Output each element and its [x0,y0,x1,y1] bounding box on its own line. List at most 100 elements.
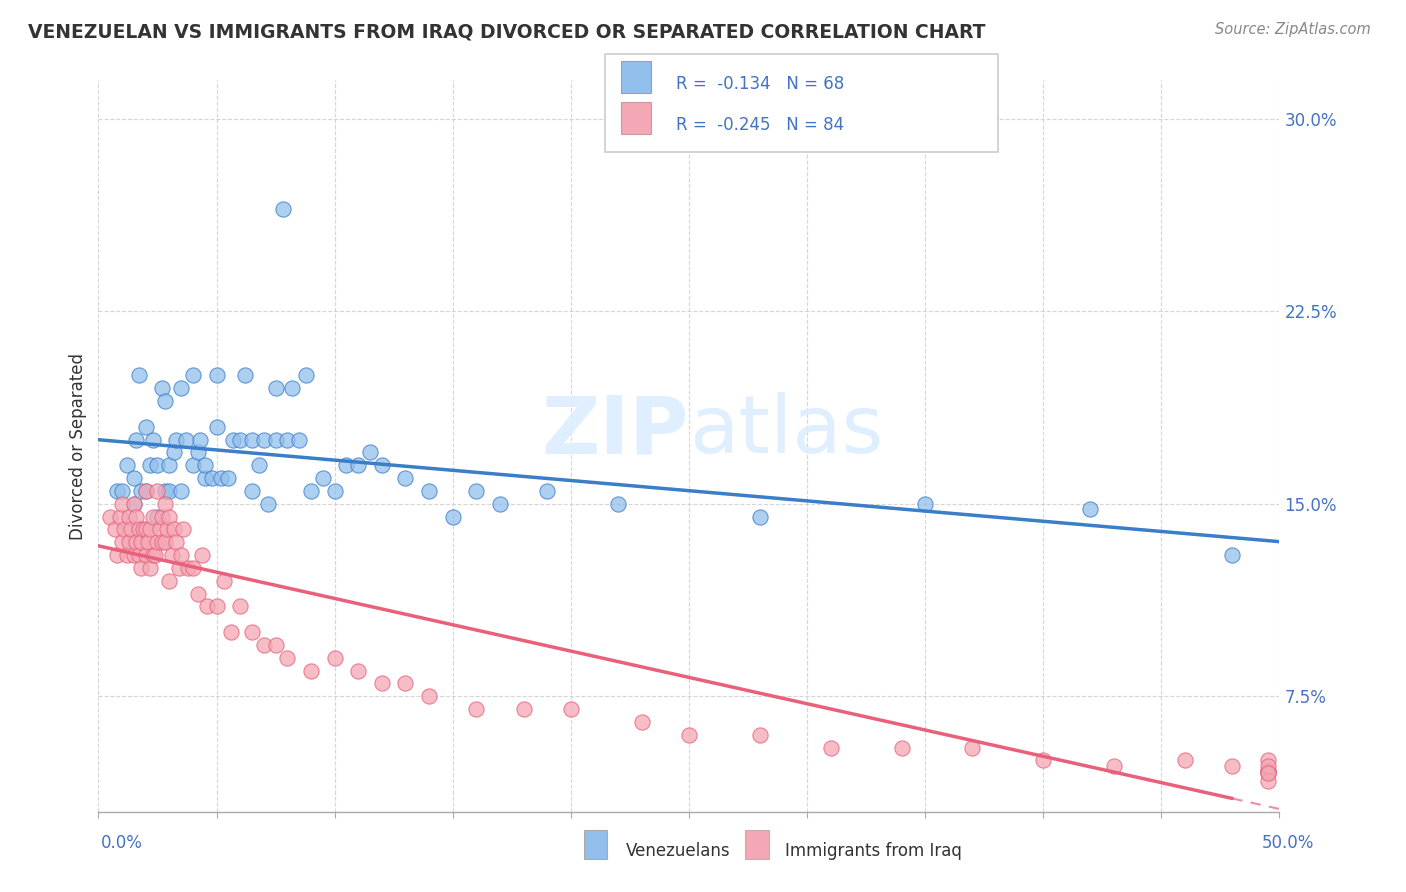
Point [191,548,214,562]
Text: R =  -0.245   N = 84: R = -0.245 N = 84 [676,116,845,134]
Point [125,535,148,549]
Point [135,548,157,562]
Point [1257,766,1279,780]
Point [512,702,534,716]
Point [1257,773,1279,788]
Text: 0.0%: 0.0% [101,834,143,852]
Point [1032,753,1054,767]
Point [157,509,180,524]
Point [128,548,150,562]
Text: ZIP: ZIP [541,392,689,470]
Point [748,509,770,524]
Point [122,497,145,511]
Point [111,483,134,498]
Point [240,483,263,498]
Point [157,458,180,473]
Point [135,523,157,537]
Point [288,433,311,447]
Point [264,433,287,447]
Point [560,702,582,716]
Point [347,458,370,473]
Point [295,368,318,383]
Point [247,458,270,473]
Point [163,523,186,537]
Point [174,433,197,447]
Point [240,433,263,447]
Point [536,483,558,498]
Point [253,433,276,447]
Point [170,381,193,395]
Point [172,523,194,537]
Point [418,483,440,498]
Point [129,535,152,549]
Point [914,497,936,511]
Point [1220,548,1243,562]
Point [135,483,157,498]
Point [146,535,169,549]
Point [129,483,152,498]
Point [205,368,228,383]
Point [150,535,173,549]
Point [104,523,127,537]
Point [299,664,322,678]
Point [105,483,128,498]
Point [143,548,166,562]
Point [111,535,134,549]
Point [253,638,276,652]
Point [146,483,169,498]
Point [187,586,209,600]
Point [271,202,294,216]
Point [149,523,172,537]
Point [276,650,298,665]
Point [128,368,150,383]
Point [157,574,180,588]
Point [115,548,138,562]
Point [281,381,304,395]
Point [194,458,217,473]
Point [142,433,165,447]
Point [136,535,159,549]
Point [181,561,204,575]
Point [135,419,157,434]
Point [222,433,245,447]
Point [156,523,179,537]
Y-axis label: Divorced or Separated: Divorced or Separated [69,352,87,540]
Point [219,625,242,640]
Point [135,483,157,498]
Point [962,740,984,755]
Point [111,497,134,511]
Point [418,690,440,704]
Point [122,548,145,562]
Point [139,458,162,473]
Text: Immigrants from Iraq: Immigrants from Iraq [785,842,962,860]
Point [125,433,148,447]
Point [1174,753,1197,767]
Point [394,676,416,690]
Text: 50.0%: 50.0% [1263,834,1315,852]
Point [146,509,169,524]
Point [441,509,464,524]
Point [163,445,186,459]
Point [335,458,357,473]
Point [371,676,394,690]
Point [187,445,209,459]
Point [181,368,204,383]
Point [150,381,173,395]
Point [820,740,842,755]
Point [150,509,173,524]
Point [465,702,488,716]
Point [1080,501,1102,516]
Text: atlas: atlas [689,392,883,470]
Point [209,471,232,485]
Point [132,523,155,537]
Point [153,535,176,549]
Point [108,509,131,524]
Point [181,458,204,473]
Point [394,471,416,485]
Point [153,497,176,511]
Point [607,497,630,511]
Point [98,509,121,524]
Point [195,599,218,614]
Point [139,523,162,537]
Point [1257,766,1279,780]
